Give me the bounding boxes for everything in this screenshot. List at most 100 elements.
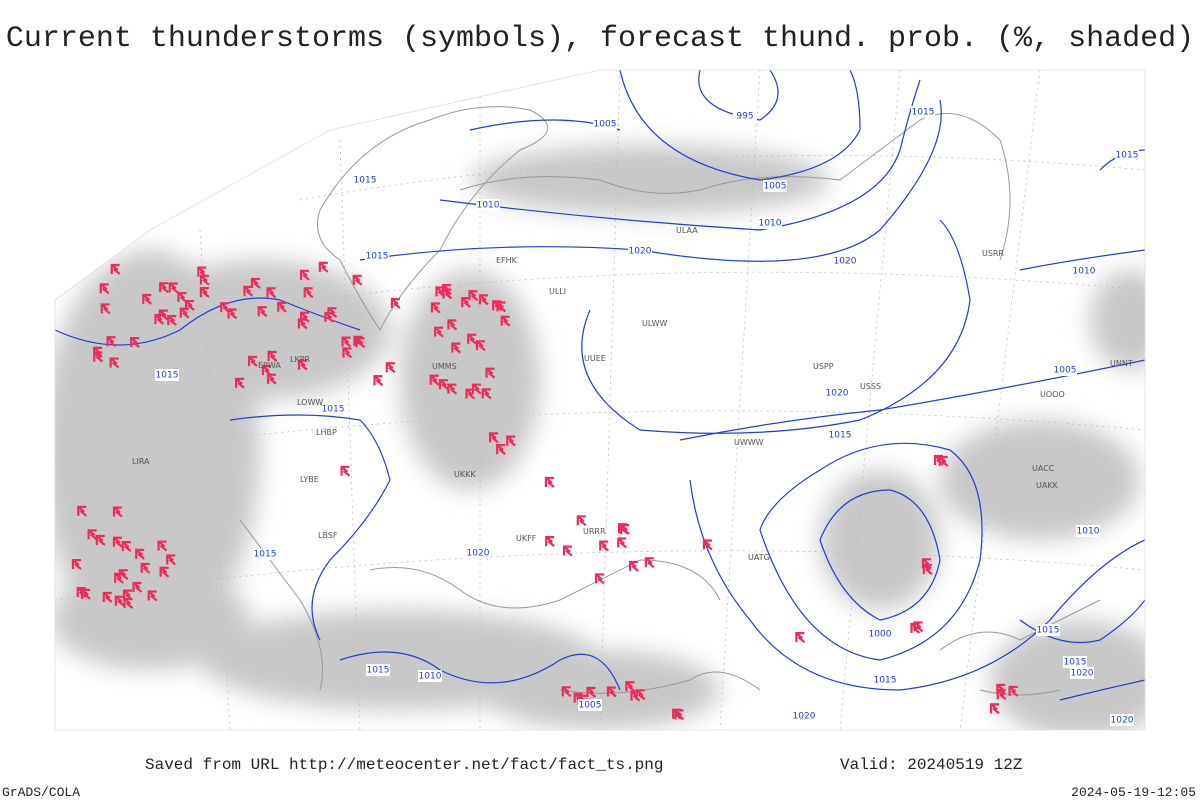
isobar-label-bg bbox=[628, 245, 652, 257]
isobar-label-bg bbox=[593, 118, 617, 130]
thunderstorm-symbol bbox=[109, 357, 120, 369]
isobar-label: 1015 bbox=[912, 108, 935, 118]
thunderstorm-symbol bbox=[77, 505, 87, 517]
isobar-label-bg bbox=[868, 628, 892, 640]
thunderstorm-symbol bbox=[266, 373, 277, 385]
isobar-label: 1015 bbox=[354, 176, 377, 186]
station-id: UNNT bbox=[1110, 359, 1133, 368]
thunderstorm-symbol bbox=[545, 536, 555, 547]
thunderstorm-symbol bbox=[594, 573, 605, 585]
thunderstorm-symbol bbox=[996, 683, 1007, 695]
station-id: ULWW bbox=[642, 319, 667, 328]
station-id: URRR bbox=[583, 527, 606, 536]
thunderstorm-symbol bbox=[110, 263, 121, 275]
thunderstorm-symbol bbox=[447, 319, 458, 331]
isobar-label: 1015 bbox=[1037, 626, 1060, 636]
isobar-label-bg bbox=[1070, 667, 1094, 679]
map-title: Current thunderstorms (symbols), forecas… bbox=[6, 22, 1194, 56]
isobar-label-bg bbox=[1053, 364, 1077, 376]
isobar-label: 1010 bbox=[1077, 527, 1100, 537]
thunderstorm-symbol bbox=[199, 286, 210, 298]
timestamp: 2024-05-19-12:05 bbox=[1071, 785, 1196, 800]
thunderstorm-symbol bbox=[159, 282, 169, 294]
thunderstorm-symbol bbox=[644, 557, 655, 569]
thunderstorm-symbol bbox=[99, 283, 110, 295]
thunderstorm-symbol bbox=[297, 359, 308, 371]
thunderstorm-symbol bbox=[606, 686, 617, 698]
isobar-label: 1015 bbox=[366, 252, 389, 262]
station-id: UUEE bbox=[584, 354, 606, 363]
thunderstorm-symbol bbox=[352, 274, 363, 286]
thunderstorm-symbol bbox=[544, 476, 555, 488]
thunderstorm-symbol bbox=[154, 313, 165, 325]
station-id: USPP bbox=[813, 362, 834, 371]
thunderstorm-symbol bbox=[390, 297, 401, 309]
isobar-label-bg bbox=[253, 548, 277, 560]
thunderstorm-symbol bbox=[485, 367, 496, 379]
isobar-label: 1020 bbox=[467, 549, 490, 559]
thunderstorm-symbol bbox=[324, 311, 335, 323]
isobar-label: 1015 bbox=[1064, 658, 1087, 668]
isobar-label: 1010 bbox=[419, 672, 442, 682]
thunderstorm-symbol bbox=[342, 347, 353, 359]
station-id: UOOO bbox=[1040, 390, 1065, 399]
isobar-label: 1015 bbox=[156, 371, 179, 381]
station-id: USSS bbox=[860, 382, 881, 391]
thunderstorm-symbol bbox=[451, 342, 462, 354]
station-id: LIRA bbox=[132, 457, 150, 466]
isobar-label-bg bbox=[418, 670, 442, 682]
station-id: LKPR bbox=[290, 355, 311, 364]
thunderstorm-symbol bbox=[234, 377, 245, 389]
credit: GrADS/COLA bbox=[2, 785, 80, 800]
thunderstorm-symbol bbox=[199, 274, 210, 286]
thunderstorm-symbol bbox=[630, 690, 641, 702]
thunderstorm-symbol bbox=[617, 537, 627, 549]
thunderstorm-symbol bbox=[168, 282, 179, 294]
valid-time: Valid: 20240519 12Z bbox=[840, 756, 1023, 774]
probability-shading bbox=[55, 145, 1145, 730]
station-id: LYBE bbox=[300, 475, 319, 484]
thunderstorm-symbol bbox=[132, 581, 143, 593]
isobar-label-bg bbox=[1072, 265, 1096, 277]
thunderstorm-symbol bbox=[114, 595, 125, 607]
thunderstorm-symbol bbox=[177, 291, 188, 303]
isobar-label: 1005 bbox=[1054, 366, 1077, 376]
thunderstorm-symbol bbox=[297, 318, 308, 330]
isobar-label: 1020 bbox=[826, 389, 849, 399]
isobar-label-bg bbox=[353, 174, 377, 186]
thunderstorm-symbol bbox=[921, 558, 932, 570]
isobar-label-bg bbox=[763, 180, 787, 192]
isobar-label-bg bbox=[1036, 624, 1060, 636]
thunderstorm-symbol bbox=[625, 681, 636, 693]
isobar-label: 1015 bbox=[829, 431, 852, 441]
thunderstorm-symbol bbox=[481, 388, 492, 400]
thunderstorm-symbol bbox=[576, 515, 587, 527]
isobar-label: 1015 bbox=[874, 676, 897, 686]
thunderstorm-symbol bbox=[142, 293, 153, 305]
station-id: LBSF bbox=[318, 531, 338, 540]
thunderstorm-symbol bbox=[140, 562, 151, 574]
thunderstorm-symbol bbox=[471, 383, 482, 395]
isobar-label: 1010 bbox=[477, 201, 500, 211]
isobar-label-bg bbox=[733, 110, 757, 122]
thunderstorm-symbol bbox=[561, 686, 572, 698]
thunderstorm-symbol bbox=[465, 388, 476, 400]
thunderstorm-symbol bbox=[147, 590, 158, 602]
thunderstorm-symbol bbox=[95, 534, 106, 546]
thunderstorm-symbol bbox=[353, 335, 364, 347]
thunderstorm-symbol bbox=[340, 465, 351, 477]
isobar-label-bg bbox=[1115, 149, 1139, 161]
thunderstorm-symbol bbox=[496, 444, 506, 455]
thunderstorm-symbol bbox=[586, 686, 597, 698]
isobar-label: 1010 bbox=[759, 219, 782, 229]
isobar-label-bg bbox=[828, 429, 852, 441]
thunderstorm-symbol bbox=[257, 306, 268, 318]
isobar-label-bg bbox=[792, 710, 816, 722]
isobar-label-bg bbox=[758, 217, 782, 229]
thunderstorm-symbol bbox=[1008, 685, 1019, 697]
thunderstorm-symbol bbox=[243, 285, 254, 297]
thunderstorm-symbol bbox=[102, 591, 113, 603]
thunderstorm-symbol bbox=[447, 383, 458, 395]
